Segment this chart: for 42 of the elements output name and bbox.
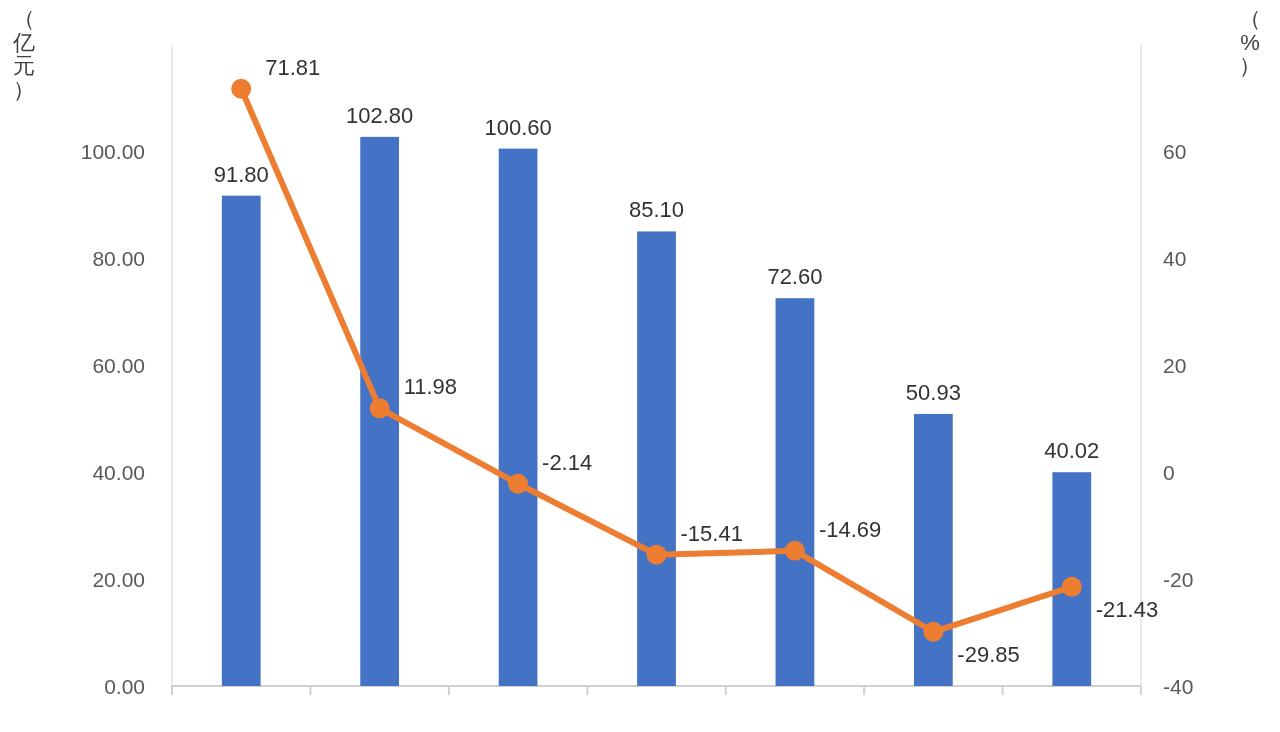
y-axis-title: （亿元） <box>12 5 35 103</box>
data-label: 71.81 <box>265 54 321 80</box>
bar <box>637 231 676 686</box>
y-tick-label: 60.00 <box>92 354 145 377</box>
y-tick-label: 100.00 <box>80 140 145 164</box>
point <box>784 540 805 561</box>
data-label: 40.02 <box>1044 438 1100 464</box>
point <box>646 544 667 565</box>
bar <box>775 298 815 686</box>
y2-tick-label: 40 <box>1163 247 1187 271</box>
data-label: -21.43 <box>1095 596 1159 622</box>
point <box>231 78 252 99</box>
point <box>508 473 529 494</box>
y2-tick-label: 20 <box>1163 354 1187 377</box>
data-label: -2.14 <box>542 449 593 475</box>
data-label: 102.80 <box>345 102 414 128</box>
point <box>1061 576 1082 597</box>
data-label: -14.69 <box>818 516 882 542</box>
data-label: 50.93 <box>905 379 961 405</box>
point <box>923 621 944 642</box>
y-tick-label: 0.00 <box>104 674 145 698</box>
bar <box>360 136 400 686</box>
y2-tick-label: 60 <box>1163 140 1187 164</box>
data-label: 72.60 <box>767 264 823 290</box>
y-tick-label: 20.00 <box>92 567 145 591</box>
bar <box>498 148 538 686</box>
point <box>369 398 390 419</box>
y-tick-label: 80.00 <box>92 247 145 271</box>
y2-tick-label: -20 <box>1163 567 1194 591</box>
y-tick-label: 40.00 <box>92 460 145 484</box>
bar <box>1052 472 1092 686</box>
y2-tick-label: 0 <box>1163 460 1175 484</box>
data-label: 85.10 <box>628 197 685 223</box>
y2-tick-label: -40 <box>1163 674 1194 698</box>
data-label: 91.80 <box>213 161 269 187</box>
bar <box>913 413 953 686</box>
data-label: 11.98 <box>403 374 458 400</box>
y2-axis-title: （%） <box>1239 5 1261 79</box>
data-label: -15.41 <box>680 520 743 546</box>
bar <box>221 195 261 686</box>
data-label: -29.85 <box>957 641 1020 667</box>
data-label: 100.60 <box>484 114 552 140</box>
